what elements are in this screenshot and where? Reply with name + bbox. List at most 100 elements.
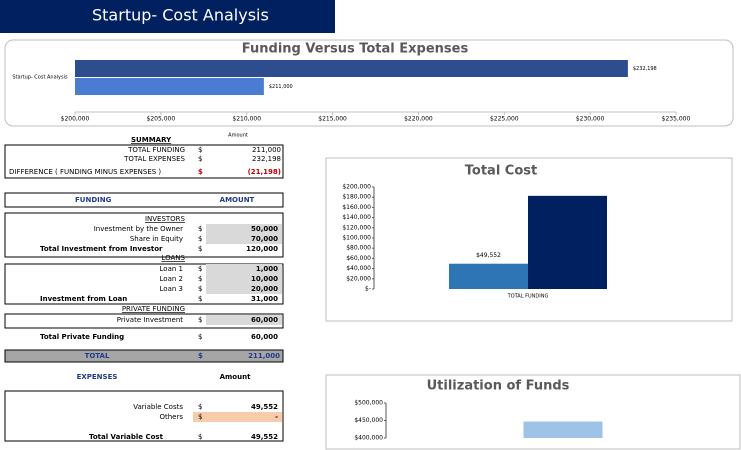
- y-tick-label: $80,000: [346, 245, 371, 252]
- x-tick-label: $205,000: [147, 116, 176, 123]
- cell-box: [4, 313, 284, 329]
- currency: $: [198, 275, 202, 283]
- total-row: [4, 349, 284, 363]
- y-tick-label: $20,000: [346, 275, 371, 282]
- row-amount: -: [275, 413, 278, 421]
- row-label: Share in Equity: [130, 235, 183, 243]
- row-label: Loan 2: [160, 275, 183, 283]
- x-tick-label: $220,000: [404, 116, 433, 123]
- currency: $: [198, 285, 202, 293]
- currency: $: [198, 316, 202, 324]
- chart-title: Funding Versus Total Expenses: [242, 42, 469, 57]
- column-header: FUNDING: [75, 196, 112, 204]
- section-title: SUMMARY: [131, 136, 172, 144]
- y-tick-label: Startup- Cost Analysis: [12, 75, 68, 81]
- y-tick-label: $180,000: [342, 194, 371, 201]
- row-amount: 20,000: [251, 285, 278, 293]
- y-tick-label: $200,000: [342, 184, 371, 191]
- cell-box: [4, 263, 284, 305]
- amount-cell: [206, 224, 282, 234]
- currency: $: [198, 403, 202, 411]
- column-header: Amount: [228, 133, 248, 139]
- title-bar: [0, 0, 335, 33]
- y-tick-label: $450,000: [354, 417, 383, 424]
- column-header: AMOUNT: [220, 196, 255, 204]
- y-tick-label: $40,000: [346, 265, 371, 272]
- value-label: $232,198: [633, 66, 657, 72]
- y-tick-label: $100,000: [342, 235, 371, 242]
- section-title: PRIVATE FUNDING: [122, 305, 185, 313]
- row-amount: 49,552: [251, 403, 278, 411]
- amount-cell: [206, 264, 282, 274]
- currency: $: [198, 433, 202, 441]
- x-tick-label: TOTAL FUNDING: [507, 294, 549, 300]
- currency: $: [198, 168, 203, 176]
- row-amount: 1,000: [256, 265, 278, 273]
- section-title: LOANS: [161, 254, 185, 262]
- x-tick-label: $230,000: [576, 116, 605, 123]
- total-amount: 211,000: [248, 352, 280, 360]
- bar: [523, 421, 603, 438]
- y-tick-label: $500,000: [354, 400, 383, 407]
- total-label: Total Investment from Investor: [40, 245, 163, 253]
- x-tick-label: $235,000: [662, 116, 691, 123]
- row-label: Variable Costs: [133, 403, 183, 411]
- total-amount: 31,000: [251, 295, 278, 303]
- page-title: Startup- Cost Analysis: [92, 6, 269, 25]
- total-label: Total Variable Cost: [89, 433, 164, 441]
- amount-cell: [193, 412, 282, 422]
- row-label: Others: [159, 413, 183, 421]
- row-amount: 60,000: [251, 316, 278, 324]
- x-tick-label: $210,000: [232, 116, 261, 123]
- amount-cell: [206, 274, 282, 284]
- cell-box: [4, 192, 284, 208]
- total-label: Total Private Funding: [40, 333, 124, 341]
- currency: $: [198, 413, 202, 421]
- currency: $: [198, 295, 202, 303]
- y-tick-label: $160,000: [342, 204, 371, 211]
- row-label: Loan 1: [160, 265, 183, 273]
- row-label: DIFFERENCE ( FUNDING MINUS EXPENSES ): [9, 168, 161, 176]
- y-tick-label: $-: [365, 286, 371, 293]
- total-amount: 120,000: [246, 245, 278, 253]
- row-label: TOTAL FUNDING: [127, 146, 185, 154]
- total-label: TOTAL: [85, 352, 110, 360]
- row-amount: 211,000: [252, 146, 281, 154]
- cell-box: [4, 144, 284, 179]
- chart-title: Utilization of Funds: [427, 379, 570, 394]
- row-label: Loan 3: [160, 285, 183, 293]
- currency: $: [198, 245, 202, 253]
- currency: $: [198, 235, 202, 243]
- amount-cell: [206, 234, 282, 244]
- row-label: TOTAL EXPENSES: [123, 155, 185, 163]
- currency: $: [198, 146, 202, 154]
- y-tick-label: $120,000: [342, 224, 371, 231]
- value-label: $49,552: [476, 252, 501, 259]
- bar: [449, 263, 528, 289]
- bar: [75, 78, 264, 95]
- x-tick-label: $200,000: [61, 116, 90, 123]
- total-label: Investment from Loan: [40, 295, 127, 303]
- row-amount: (21,198): [248, 168, 281, 176]
- total-amount: 49,552: [251, 433, 278, 441]
- amount-cell: [206, 284, 282, 294]
- row-amount: 70,000: [251, 235, 278, 243]
- column-header: Amount: [220, 373, 251, 381]
- row-amount: 50,000: [251, 225, 278, 233]
- section-title: INVESTORS: [145, 215, 186, 223]
- currency: $: [198, 352, 203, 360]
- column-header: EXPENSES: [77, 373, 118, 381]
- amount-cell: [206, 315, 282, 325]
- cell-box: [4, 212, 284, 258]
- bar: [528, 195, 607, 289]
- currency: $: [198, 333, 202, 341]
- row-label: Private Investment: [117, 316, 184, 324]
- total-amount: 60,000: [251, 333, 278, 341]
- currency: $: [198, 265, 202, 273]
- bar: [75, 60, 628, 77]
- y-tick-label: $60,000: [346, 255, 371, 262]
- x-tick-label: $215,000: [318, 116, 347, 123]
- value-label: $211,000: [269, 84, 293, 90]
- row-amount: 232,198: [252, 155, 281, 163]
